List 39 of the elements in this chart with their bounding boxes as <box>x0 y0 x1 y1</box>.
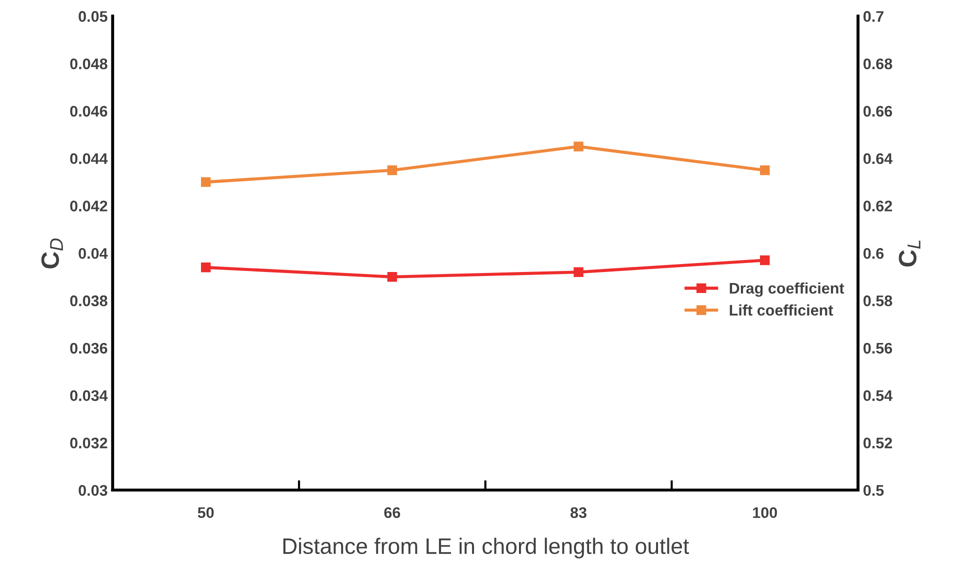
y2-tick-label: 0.7 <box>864 11 884 22</box>
legend-label: Lift coefficient <box>730 304 834 316</box>
point <box>200 262 211 272</box>
x-tick-label: 100 <box>753 507 777 518</box>
y2-tick-label: 0.66 <box>864 106 892 117</box>
legend-label: Drag coefficient <box>730 282 844 297</box>
point <box>760 165 770 176</box>
y-tick-label: 0.046 <box>70 106 108 117</box>
y2-tick-label: 0.62 <box>864 200 892 212</box>
point <box>574 142 584 152</box>
y-tick-label: 0.03 <box>78 485 108 496</box>
y2-tick-label: 0.54 <box>864 390 893 402</box>
y2-tick-label: 0.58 <box>864 295 892 306</box>
point <box>387 165 398 176</box>
x-tick-label: 66 <box>384 507 400 518</box>
y2-tick-label: 0.52 <box>864 438 892 448</box>
y-tick-label: 0.032 <box>70 438 108 448</box>
x-axis-title: Distance from LE in chord length to outlet <box>283 538 690 558</box>
y2-axis-title: C$_{L}$ <box>898 240 920 267</box>
point <box>760 255 770 266</box>
y-tick-label: 0.042 <box>70 200 108 212</box>
y-tick-label: 0.04 <box>78 248 108 259</box>
y-tick-label: 0.034 <box>70 390 108 402</box>
y2-tick-label: 0.5 <box>864 485 884 496</box>
y2-tick-label: 0.56 <box>864 342 892 354</box>
y-tick-label: 0.05 <box>78 11 108 22</box>
y-tick-label: 0.044 <box>70 153 108 164</box>
y2-tick-label: 0.64 <box>864 153 893 164</box>
x-tick-label: 83 <box>570 507 586 518</box>
y-tick-label: 0.038 <box>70 295 108 306</box>
point <box>200 177 211 187</box>
y-axis-title: C$_{D}$ <box>41 238 63 268</box>
point <box>574 267 584 277</box>
y-tick-label: 0.036 <box>70 342 108 354</box>
point <box>387 272 398 282</box>
y2-tick-label: 0.68 <box>864 58 892 70</box>
x-tick-label: 50 <box>198 507 214 518</box>
y-tick-label: 0.048 <box>70 58 108 70</box>
y2-tick-label: 0.6 <box>864 248 884 259</box>
